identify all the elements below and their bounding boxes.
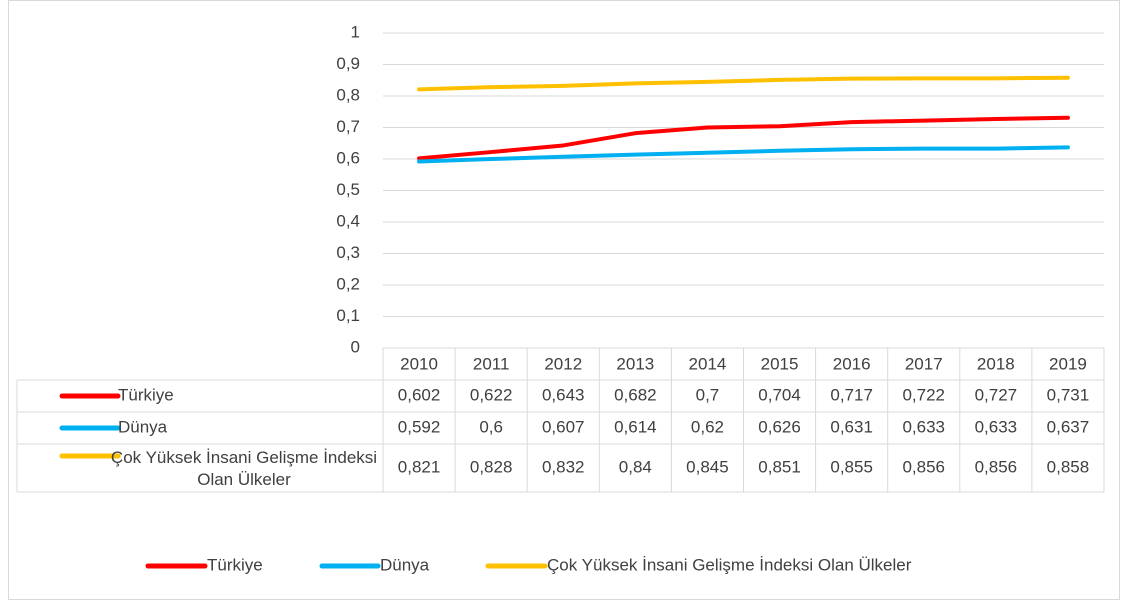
table-value: 0,821 bbox=[398, 457, 441, 476]
table-value: 0,682 bbox=[614, 385, 657, 404]
table-value: 0,858 bbox=[1047, 457, 1090, 476]
table-value: 0,717 bbox=[830, 385, 873, 404]
table-value: 0,62 bbox=[691, 417, 724, 436]
chart-border bbox=[8, 0, 1120, 600]
table-value: 0,845 bbox=[686, 457, 729, 476]
x-tick-label: 2015 bbox=[761, 354, 799, 373]
table-value: 0,704 bbox=[758, 385, 801, 404]
table-value: 0,855 bbox=[830, 457, 873, 476]
table-value: 0,592 bbox=[398, 417, 441, 436]
y-tick-label: 0,2 bbox=[336, 274, 360, 293]
y-tick-label: 0 bbox=[351, 337, 360, 356]
table-value: 0,607 bbox=[542, 417, 585, 436]
y-tick-label: 0,4 bbox=[336, 211, 360, 230]
table-value: 0,722 bbox=[902, 385, 945, 404]
table-value: 0,637 bbox=[1047, 417, 1090, 436]
table-value: 0,643 bbox=[542, 385, 585, 404]
y-tick-label: 0,1 bbox=[336, 306, 360, 325]
table-row-label: Dünya bbox=[118, 417, 168, 436]
table-row-label-box: Çok Yüksek İnsani Gelişme İndeksi Olan Ü… bbox=[110, 448, 378, 489]
legend-label: Dünya bbox=[380, 555, 430, 574]
legend-label: Türkiye bbox=[207, 555, 263, 574]
table-value: 0,633 bbox=[975, 417, 1018, 436]
series-line bbox=[417, 145, 1070, 164]
table-value: 0,832 bbox=[542, 457, 585, 476]
table-row-label: Türkiye bbox=[118, 385, 174, 404]
y-tick-label: 0,7 bbox=[336, 117, 360, 136]
y-tick-label: 1 bbox=[351, 22, 360, 41]
table-value: 0,731 bbox=[1047, 385, 1090, 404]
table-row-label: Çok Yüksek İnsani Gelişme İndeksi Olan Ü… bbox=[110, 448, 378, 489]
table-value: 0,7 bbox=[696, 385, 720, 404]
x-tick-label: 2019 bbox=[1049, 354, 1087, 373]
table-value: 0,6 bbox=[479, 417, 503, 436]
x-tick-label: 2018 bbox=[977, 354, 1015, 373]
table-value: 0,626 bbox=[758, 417, 801, 436]
table-value: 0,727 bbox=[975, 385, 1018, 404]
table-value: 0,631 bbox=[830, 417, 873, 436]
y-tick-label: 0,8 bbox=[336, 85, 360, 104]
x-tick-label: 2011 bbox=[473, 354, 510, 373]
x-tick-label: 2010 bbox=[400, 354, 438, 373]
table-value: 0,602 bbox=[398, 385, 441, 404]
table-value: 0,851 bbox=[758, 457, 801, 476]
y-tick-label: 0,3 bbox=[336, 243, 360, 262]
series-line bbox=[417, 115, 1070, 161]
x-tick-label: 2013 bbox=[616, 354, 654, 373]
x-tick-label: 2017 bbox=[905, 354, 943, 373]
x-tick-label: 2014 bbox=[689, 354, 727, 373]
table-value: 0,84 bbox=[619, 457, 652, 476]
legend-label: Çok Yüksek İnsani Gelişme İndeksi Olan Ü… bbox=[547, 555, 912, 574]
y-tick-label: 0,5 bbox=[336, 180, 360, 199]
series-line bbox=[417, 75, 1070, 92]
table-value: 0,856 bbox=[975, 457, 1018, 476]
table-value: 0,633 bbox=[902, 417, 945, 436]
table-value: 0,828 bbox=[470, 457, 513, 476]
y-tick-label: 0,6 bbox=[336, 148, 360, 167]
table-value: 0,614 bbox=[614, 417, 657, 436]
table-value: 0,856 bbox=[902, 457, 945, 476]
x-tick-label: 2016 bbox=[833, 354, 871, 373]
table-value: 0,622 bbox=[470, 385, 513, 404]
y-tick-label: 0,9 bbox=[336, 54, 360, 73]
x-tick-label: 2012 bbox=[544, 354, 582, 373]
